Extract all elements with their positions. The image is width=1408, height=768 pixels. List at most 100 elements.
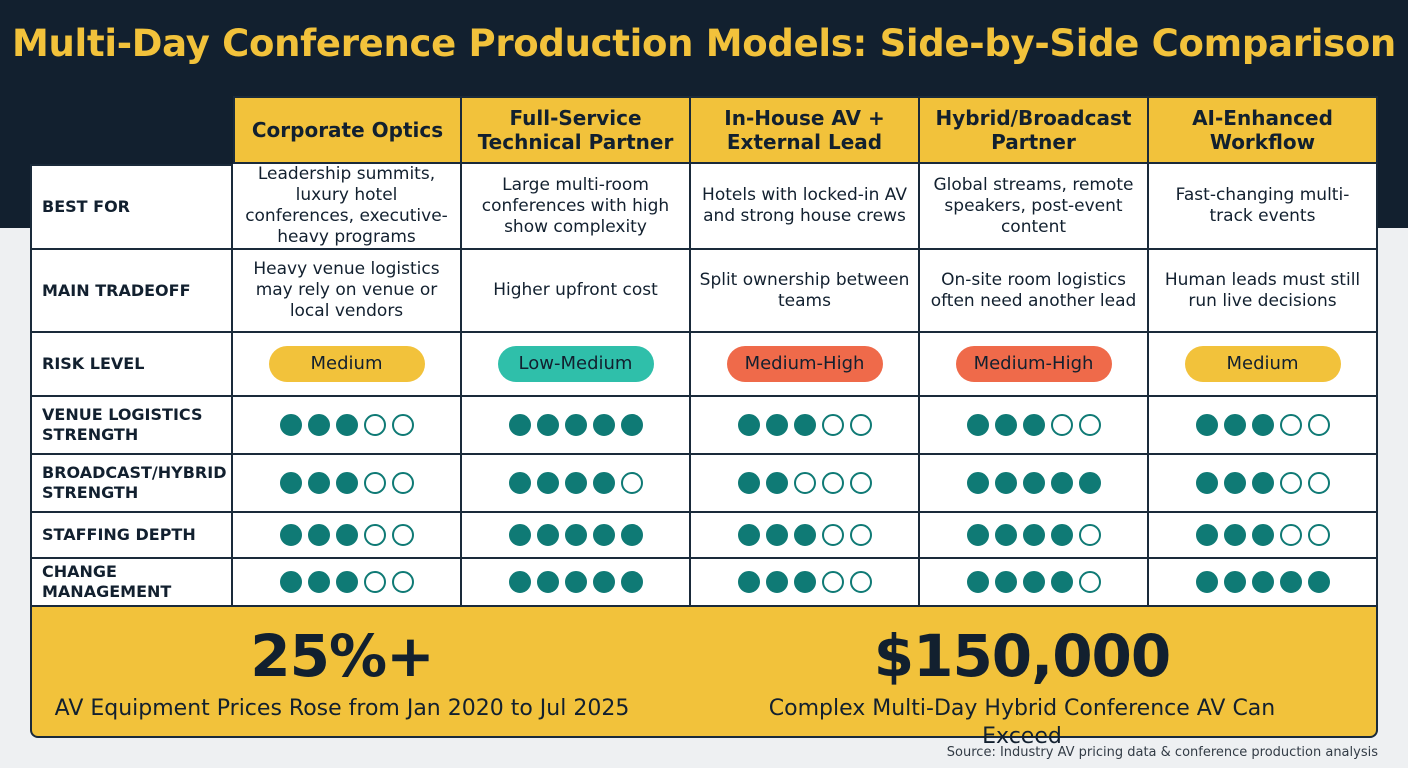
empty-dot-icon xyxy=(391,524,414,546)
row-label-best-for: BEST FOR xyxy=(30,164,233,250)
filled-dot-icon xyxy=(335,571,358,593)
filled-dot-icon xyxy=(793,414,816,436)
rating-dots xyxy=(737,571,872,593)
table-cell: Split ownership between teams xyxy=(691,250,920,333)
table-cell xyxy=(920,513,1149,559)
column-header: Hybrid/Broadcast Partner xyxy=(920,96,1149,164)
table-cell xyxy=(233,397,462,455)
rating-dots xyxy=(508,524,643,546)
filled-dot-icon xyxy=(966,472,989,494)
rating-dots xyxy=(508,571,643,593)
filled-dot-icon xyxy=(1251,524,1274,546)
table-cell xyxy=(691,397,920,455)
filled-dot-icon xyxy=(508,414,531,436)
empty-dot-icon xyxy=(1078,524,1101,546)
filled-dot-icon xyxy=(1223,571,1246,593)
filled-dot-icon xyxy=(966,571,989,593)
filled-dot-icon xyxy=(279,571,302,593)
risk-badge: Medium xyxy=(268,346,425,382)
table-cell: Fast-changing multi-track events xyxy=(1149,164,1378,250)
rating-dots xyxy=(966,571,1101,593)
risk-badge: Low-Medium xyxy=(497,346,654,382)
table-cell: Low-Medium xyxy=(462,333,691,397)
filled-dot-icon xyxy=(737,414,760,436)
filled-dot-icon xyxy=(765,524,788,546)
table-cell xyxy=(691,513,920,559)
rating-dots xyxy=(1195,472,1330,494)
table-cell: On-site room logistics often need anothe… xyxy=(920,250,1149,333)
table-cell: Medium-High xyxy=(691,333,920,397)
table-cell: Medium xyxy=(233,333,462,397)
empty-dot-icon xyxy=(1307,414,1330,436)
empty-dot-icon xyxy=(821,472,844,494)
table-cell xyxy=(462,455,691,513)
empty-dot-icon xyxy=(821,414,844,436)
empty-dot-icon xyxy=(620,472,643,494)
filled-dot-icon xyxy=(994,571,1017,593)
table-cell: Medium-High xyxy=(920,333,1149,397)
empty-dot-icon xyxy=(363,571,386,593)
filled-dot-icon xyxy=(307,571,330,593)
filled-dot-icon xyxy=(1078,472,1101,494)
rating-dots xyxy=(737,414,872,436)
table-cell xyxy=(1149,513,1378,559)
filled-dot-icon xyxy=(994,472,1017,494)
filled-dot-icon xyxy=(765,472,788,494)
stats-banner: 25%+ AV Equipment Prices Rose from Jan 2… xyxy=(30,607,1378,749)
filled-dot-icon xyxy=(1251,472,1274,494)
risk-badge: Medium xyxy=(1184,346,1341,382)
filled-dot-icon xyxy=(737,524,760,546)
table-cell xyxy=(920,559,1149,607)
filled-dot-icon xyxy=(620,414,643,436)
table-cell xyxy=(233,513,462,559)
filled-dot-icon xyxy=(1223,524,1246,546)
empty-dot-icon xyxy=(363,524,386,546)
rating-dots xyxy=(508,414,643,436)
filled-dot-icon xyxy=(508,472,531,494)
table-cell xyxy=(462,559,691,607)
rating-dots xyxy=(1195,524,1330,546)
row-label-broadcast-hybrid: BROADCAST/HYBRID STRENGTH xyxy=(30,455,233,513)
filled-dot-icon xyxy=(793,571,816,593)
table-cell xyxy=(1149,397,1378,455)
table-cell: Global streams, remote speakers, post-ev… xyxy=(920,164,1149,250)
stat-label: Complex Multi-Day Hybrid Conference AV C… xyxy=(768,696,1276,749)
rating-dots xyxy=(279,524,414,546)
table-cell xyxy=(691,559,920,607)
filled-dot-icon xyxy=(307,414,330,436)
empty-dot-icon xyxy=(821,571,844,593)
filled-dot-icon xyxy=(508,571,531,593)
table-cell xyxy=(233,559,462,607)
table-cell xyxy=(462,397,691,455)
filled-dot-icon xyxy=(508,524,531,546)
filled-dot-icon xyxy=(1307,571,1330,593)
stat-price-rise: 25%+ AV Equipment Prices Rose from Jan 2… xyxy=(32,607,652,738)
filled-dot-icon xyxy=(994,524,1017,546)
filled-dot-icon xyxy=(620,571,643,593)
rating-dots xyxy=(966,414,1101,436)
filled-dot-icon xyxy=(536,524,559,546)
rating-dots xyxy=(737,472,872,494)
filled-dot-icon xyxy=(279,414,302,436)
table-cell: Heavy venue logistics may rely on venue … xyxy=(233,250,462,333)
filled-dot-icon xyxy=(536,472,559,494)
stat-value: $150,000 xyxy=(873,622,1172,690)
risk-badge: Medium-High xyxy=(726,346,883,382)
filled-dot-icon xyxy=(1195,414,1218,436)
filled-dot-icon xyxy=(1022,524,1045,546)
empty-dot-icon xyxy=(391,472,414,494)
row-label-change-management: CHANGE MANAGEMENT xyxy=(30,559,233,607)
stat-value: 25%+ xyxy=(250,622,434,690)
empty-dot-icon xyxy=(849,524,872,546)
rating-dots xyxy=(279,472,414,494)
empty-dot-icon xyxy=(1307,524,1330,546)
filled-dot-icon xyxy=(335,414,358,436)
empty-dot-icon xyxy=(1279,414,1302,436)
filled-dot-icon xyxy=(335,472,358,494)
filled-dot-icon xyxy=(1195,472,1218,494)
empty-dot-icon xyxy=(793,472,816,494)
empty-dot-icon xyxy=(1078,414,1101,436)
table-cell: Leadership summits, luxury hotel confere… xyxy=(233,164,462,250)
filled-dot-icon xyxy=(1251,571,1274,593)
filled-dot-icon xyxy=(1050,571,1073,593)
